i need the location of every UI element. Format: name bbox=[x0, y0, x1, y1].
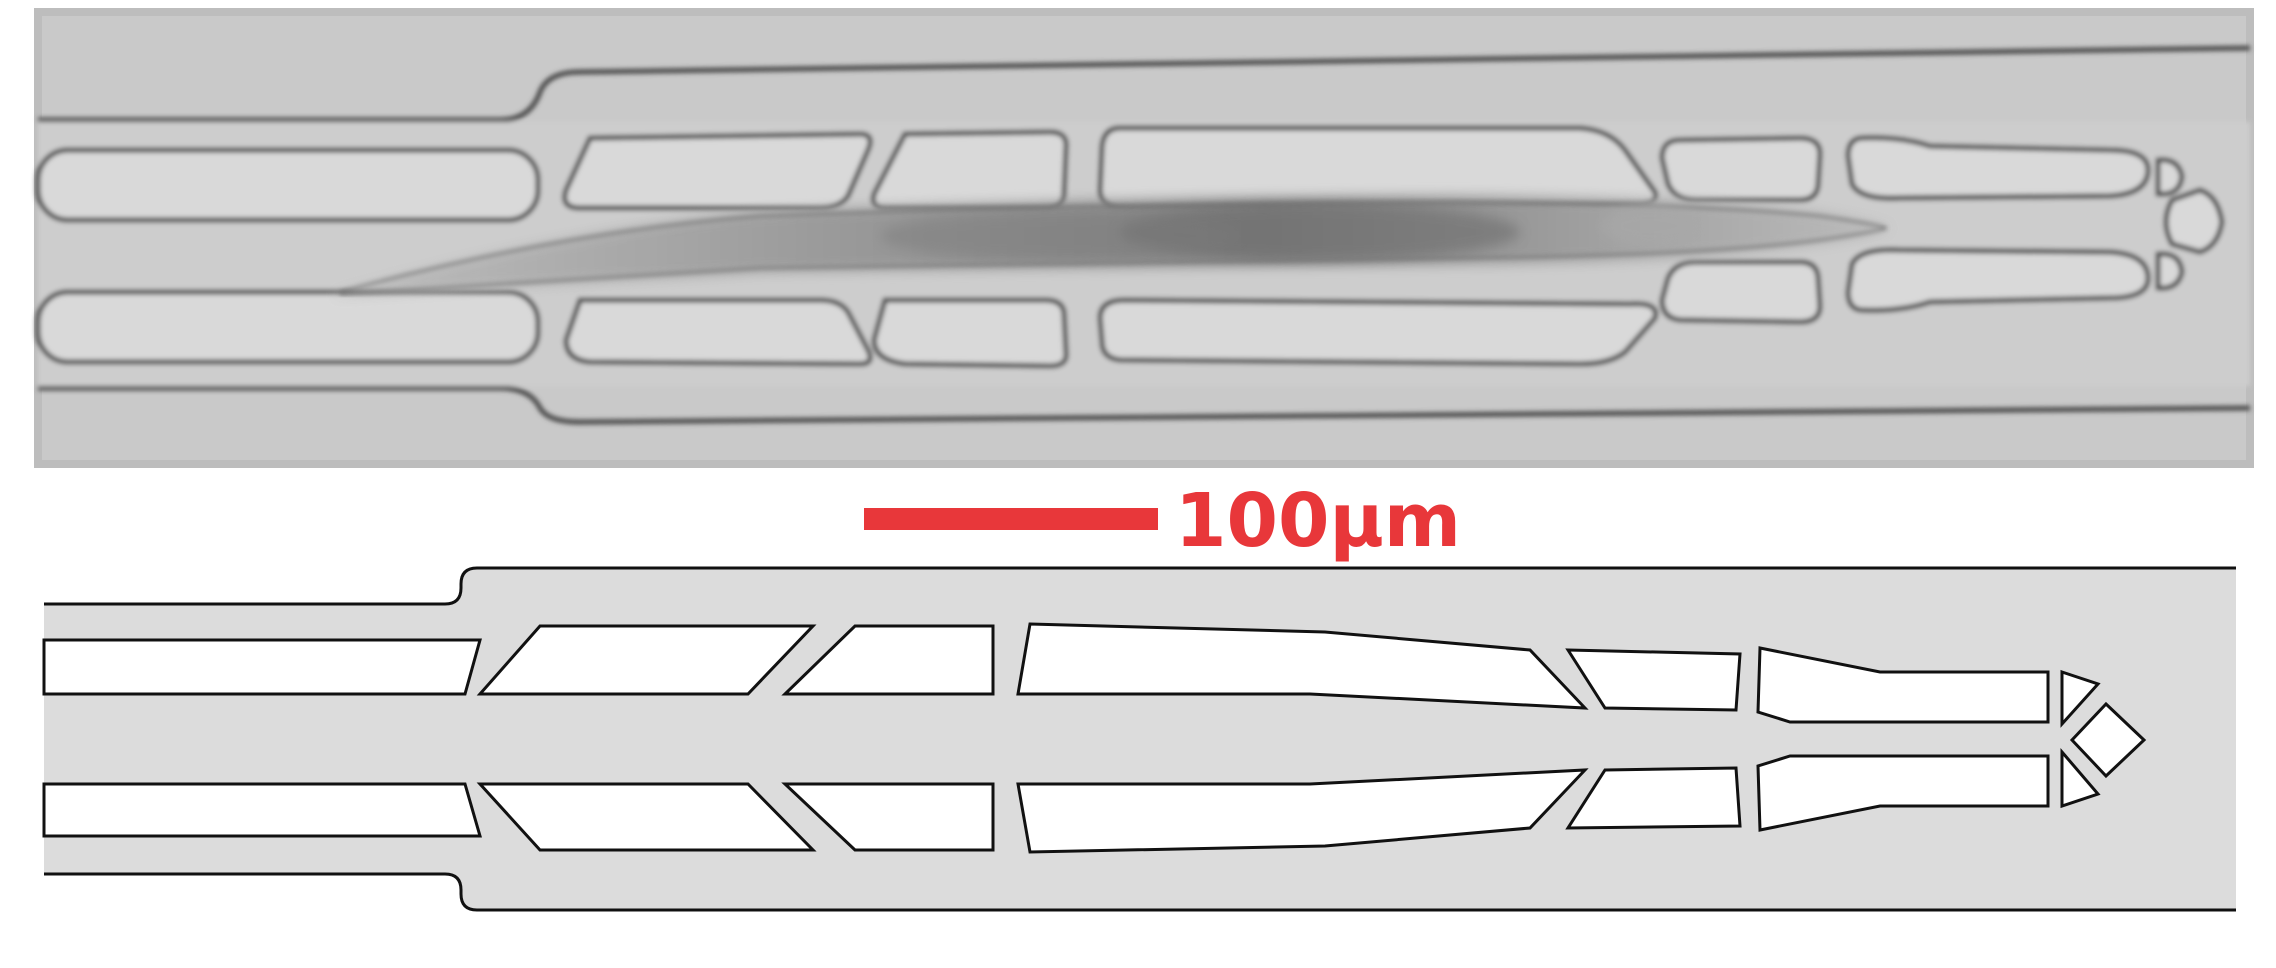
schematic-pillar bbox=[1756, 646, 2050, 724]
schematic-pillar bbox=[781, 782, 995, 852]
schematic-pillar-tip bbox=[2069, 701, 2147, 779]
schematic-pillar-group bbox=[42, 622, 2147, 854]
micrograph-pillar bbox=[1097, 125, 1659, 211]
micrograph-channel-wall bbox=[38, 45, 2251, 425]
micrograph-pillar bbox=[1659, 259, 1823, 325]
micrograph-pillar bbox=[2155, 251, 2185, 291]
schematic-channel-wall-bottom bbox=[44, 872, 2236, 912]
micrograph-pillar bbox=[562, 131, 873, 211]
schematic-pillar bbox=[2060, 669, 2101, 728]
schematic-pillar bbox=[2060, 747, 2101, 809]
scale-bar: 100µm bbox=[864, 478, 1461, 564]
micrograph-pillar bbox=[1097, 297, 1659, 367]
schematic-pillar bbox=[1016, 622, 1589, 710]
scale-bar-line bbox=[864, 508, 1158, 530]
micrograph-pillar bbox=[35, 147, 541, 223]
schematic-channel-wall-top bbox=[44, 566, 2236, 606]
schematic-pillar bbox=[42, 782, 482, 838]
schematic-panel bbox=[42, 566, 2236, 912]
schematic-pillar bbox=[476, 624, 817, 696]
micrograph-pillar bbox=[1845, 135, 2151, 201]
schematic-pillar bbox=[42, 638, 482, 696]
schematic-pillar bbox=[476, 782, 817, 852]
micrograph-pillar bbox=[563, 297, 873, 367]
micrograph-pillar bbox=[2163, 187, 2225, 255]
micrograph-pillar bbox=[871, 297, 1069, 369]
schematic-pillar bbox=[1016, 768, 1589, 854]
schematic-pillar bbox=[1565, 648, 1742, 712]
schematic-pillar bbox=[1756, 754, 2050, 832]
scale-bar-label: 100µm bbox=[1175, 478, 1461, 564]
micrograph-pillar bbox=[35, 289, 541, 365]
schematic-pillar bbox=[1565, 766, 1742, 830]
schematic-channel bbox=[44, 568, 2236, 910]
micrograph-pillar bbox=[2155, 157, 2185, 197]
micrograph-panel bbox=[34, 8, 2254, 468]
micrograph-pillar bbox=[1659, 135, 1823, 203]
micrograph-pillar bbox=[1845, 247, 2151, 313]
micrograph-pillar bbox=[870, 129, 1069, 211]
worm-body bbox=[330, 196, 1890, 296]
schematic-pillar bbox=[781, 624, 995, 696]
